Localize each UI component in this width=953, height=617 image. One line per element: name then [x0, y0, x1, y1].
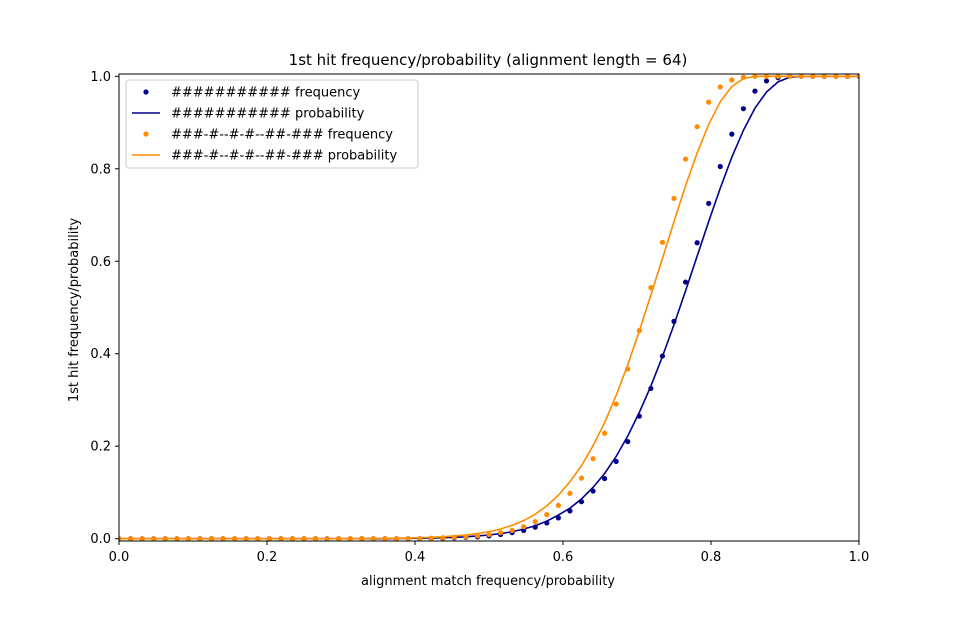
data-point — [763, 78, 770, 84]
data-point — [682, 156, 689, 162]
y-tick-label: 1.0 — [90, 70, 111, 85]
x-axis-label: alignment match frequency/probability — [361, 574, 615, 589]
x-tick-label: 0.2 — [257, 550, 278, 565]
data-point — [729, 77, 735, 83]
series-line-3 — [119, 75, 859, 540]
y-tick-label: 0.0 — [90, 532, 111, 547]
y-tick-label: 0.8 — [90, 162, 111, 177]
data-point — [474, 533, 481, 539]
data-point — [694, 124, 700, 130]
x-tick-label: 0.4 — [405, 550, 426, 565]
legend-item-2: ###-#--#-#--##-### frequency — [143, 128, 393, 143]
data-point — [602, 475, 608, 482]
legend-item-1: ########### probability — [132, 107, 365, 122]
data-point — [729, 131, 735, 137]
data-point — [717, 84, 723, 90]
data-point — [671, 195, 677, 201]
x-tick-label: 1.0 — [849, 550, 870, 565]
legend-label: ###-#--#-#--##-### frequency — [171, 128, 393, 143]
data-point — [578, 475, 585, 481]
y-tick-label: 0.4 — [90, 347, 111, 362]
data-point — [555, 502, 561, 508]
data-point — [544, 512, 550, 518]
x-tick-label: 0.8 — [701, 550, 722, 565]
data-point — [740, 106, 746, 112]
x-tick-label: 0.0 — [109, 550, 130, 565]
data-point — [613, 401, 619, 407]
data-point — [521, 524, 527, 530]
y-tick-label: 0.2 — [90, 440, 111, 455]
legend-label: ########### frequency — [171, 86, 360, 101]
ticks-layer: 0.0 0.2 0.4 0.6 0.8 1.0 0.0 0.2 0.4 0.6 0.8 1.0 — [90, 70, 869, 565]
data-point — [752, 88, 758, 94]
legend-marker-swatch — [143, 89, 149, 95]
data-point — [706, 200, 712, 207]
plot-frame — [118, 73, 860, 542]
legend-label: ########### probability — [171, 107, 365, 122]
y-tick-label: 0.6 — [90, 255, 111, 270]
chart-title: 1st hit frequency/probability (alignment… — [289, 51, 688, 69]
legend-item-0: ########### frequency — [143, 86, 360, 101]
data-point — [428, 535, 434, 541]
data-point — [567, 490, 573, 496]
data-point — [682, 279, 689, 285]
marks-layer — [119, 74, 859, 541]
data-point — [590, 456, 596, 462]
data-point — [613, 458, 619, 465]
data-point — [509, 527, 515, 533]
legend-marker-swatch — [143, 131, 149, 137]
data-point — [532, 518, 538, 525]
data-point — [717, 163, 723, 170]
data-point — [625, 438, 631, 445]
data-point — [694, 240, 700, 246]
data-point — [486, 531, 492, 538]
legend-label: ###-#--#-#--##-### probability — [171, 149, 397, 164]
x-tick-label: 0.6 — [553, 550, 574, 565]
data-point — [706, 99, 712, 105]
legend: ########### frequency ########### probabi… — [125, 79, 419, 169]
data-point — [602, 430, 608, 436]
y-axis-label: 1st hit frequency/probability — [67, 218, 82, 403]
data-point — [497, 530, 504, 536]
data-point — [659, 239, 666, 245]
legend-frame — [125, 79, 419, 169]
legend-item-3: ###-#--#-#--##-### probability — [132, 149, 397, 164]
